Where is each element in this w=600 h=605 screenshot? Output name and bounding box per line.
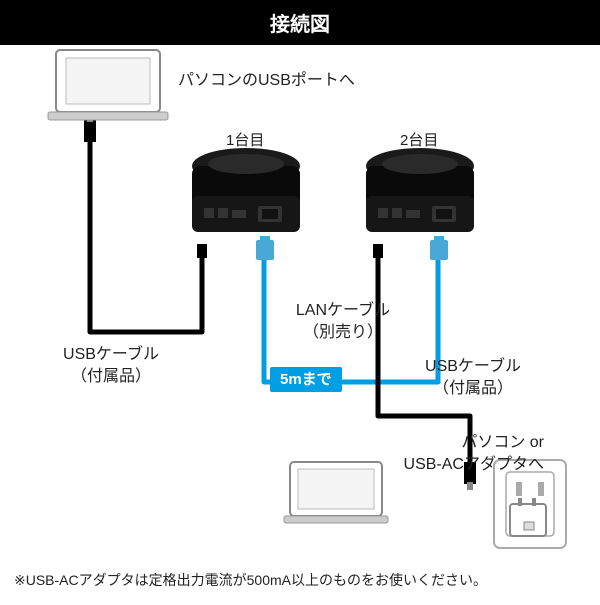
usb-right-label: USBケーブル （付属品）	[408, 356, 538, 401]
unit1-label: 1台目	[226, 130, 264, 151]
usb-cable-text-2: USBケーブル	[425, 358, 521, 375]
lan-length-text: 5mまで	[270, 367, 342, 392]
usb-left-label: USBケーブル （付属品）	[46, 344, 176, 389]
pc-or-ac-label: パソコン or USB-ACアダプタへ	[374, 432, 544, 477]
lan-cable-text: LANケーブル	[296, 302, 390, 319]
lan-length-badge: 5mまで	[270, 368, 342, 389]
pc-bottom-icon	[284, 462, 388, 523]
pc-port-label: パソコンのUSBポートへ	[178, 70, 355, 92]
footnote-text: ※USB-ACアダプタは定格出力電流が500mA以上のものをお使いください。	[14, 570, 487, 590]
unit2-label: 2台目	[400, 130, 438, 151]
usb-included-text-2: （付属品）	[433, 380, 513, 397]
header-title: 接続図	[270, 14, 330, 36]
pc-top-icon	[48, 50, 168, 120]
device-1-icon	[192, 148, 300, 232]
device-2-icon	[366, 148, 474, 232]
header-bar: 接続図	[0, 0, 600, 45]
lan-label: LANケーブル （別売り）	[278, 300, 408, 345]
usb-included-text: （付属品）	[71, 368, 151, 385]
ac-to-text: USB-ACアダプタへ	[404, 456, 544, 473]
lan-sold-text: （別売り）	[303, 324, 383, 341]
usb-cable-text: USBケーブル	[63, 346, 159, 363]
pc-or-text: パソコン or	[461, 434, 544, 451]
diagram-canvas: パソコンのUSBポートへ 1台目 2台目 USBケーブル （付属品） LANケー…	[0, 44, 600, 600]
